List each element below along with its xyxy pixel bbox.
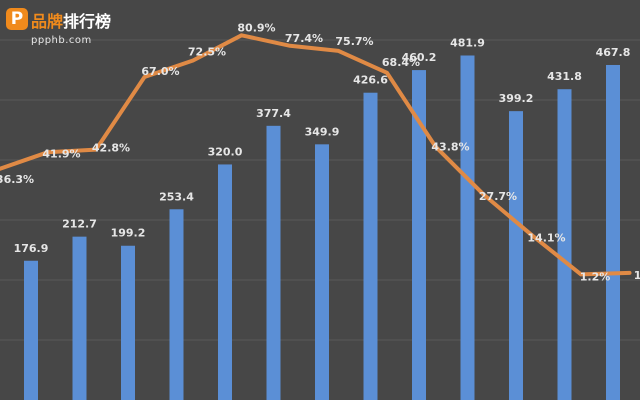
line-label: 1.7 — [634, 269, 640, 282]
line-label: 41.9% — [42, 147, 80, 160]
bar-label: 212.7 — [62, 218, 97, 231]
line-label: 77.4% — [285, 32, 323, 45]
line-label: 43.8% — [431, 141, 469, 154]
bar — [72, 236, 87, 400]
line-label: 72.5% — [188, 46, 226, 59]
line-path — [0, 33, 632, 277]
line-label: 42.8% — [92, 142, 130, 155]
logo-text: 品牌 排行榜 ppphb.com — [31, 8, 111, 46]
line-label: 80.9% — [237, 21, 275, 34]
bar — [363, 92, 378, 400]
line-label: 67.0% — [141, 65, 179, 78]
logo-badge-icon: P — [6, 8, 28, 30]
bar-label: 176.9 — [14, 242, 49, 255]
bar — [169, 209, 184, 400]
logo-main: 品牌 排行榜 — [31, 8, 111, 32]
bar — [412, 70, 426, 400]
line-label: 27.7% — [479, 190, 517, 203]
bar-label: 199.2 — [111, 227, 146, 240]
logo-rest-text: 排行榜 — [63, 12, 112, 31]
bar — [24, 260, 38, 400]
bar-label: 481.9 — [450, 36, 485, 49]
bar — [557, 89, 572, 400]
bar — [218, 164, 232, 400]
bar-label: 426.6 — [353, 74, 388, 87]
bar-label: 349.9 — [305, 125, 340, 138]
brand-logo: P 品牌 排行榜 ppphb.com — [6, 8, 111, 46]
bar-label: 320.0 — [208, 145, 243, 158]
line-label: 14.1% — [527, 232, 565, 245]
line-series — [0, 33, 632, 277]
bar-labels: 176.9 212.7 199.2 253.4 320.0 377.4 349.9 426.6… — [14, 36, 631, 254]
line-label: 75.7% — [335, 35, 373, 48]
logo-domain-text: ppphb.com — [31, 35, 92, 46]
bar — [121, 245, 135, 400]
bar — [460, 55, 475, 400]
bar — [315, 144, 329, 400]
bar-series — [24, 55, 620, 400]
bar-label: 460.2 — [402, 51, 437, 64]
bar — [266, 125, 281, 400]
line-label: 36.3% — [0, 173, 34, 186]
bar-label: 467.8 — [596, 46, 631, 59]
logo-brand-text: 品牌 — [31, 12, 64, 31]
bar — [606, 64, 620, 400]
line-label: 1.2% — [580, 270, 611, 283]
bar-label: 377.4 — [256, 107, 291, 120]
bar-label: 399.2 — [499, 92, 534, 105]
line-label: 68.4% — [382, 56, 420, 69]
bar — [509, 111, 523, 400]
bar-label: 431.8 — [547, 70, 582, 83]
bar-label: 253.4 — [159, 190, 194, 203]
line-labels: 36.3% 41.9% 42.8% 67.0% 72.5% 80.9% 77.4% 75.7%… — [0, 21, 640, 283]
